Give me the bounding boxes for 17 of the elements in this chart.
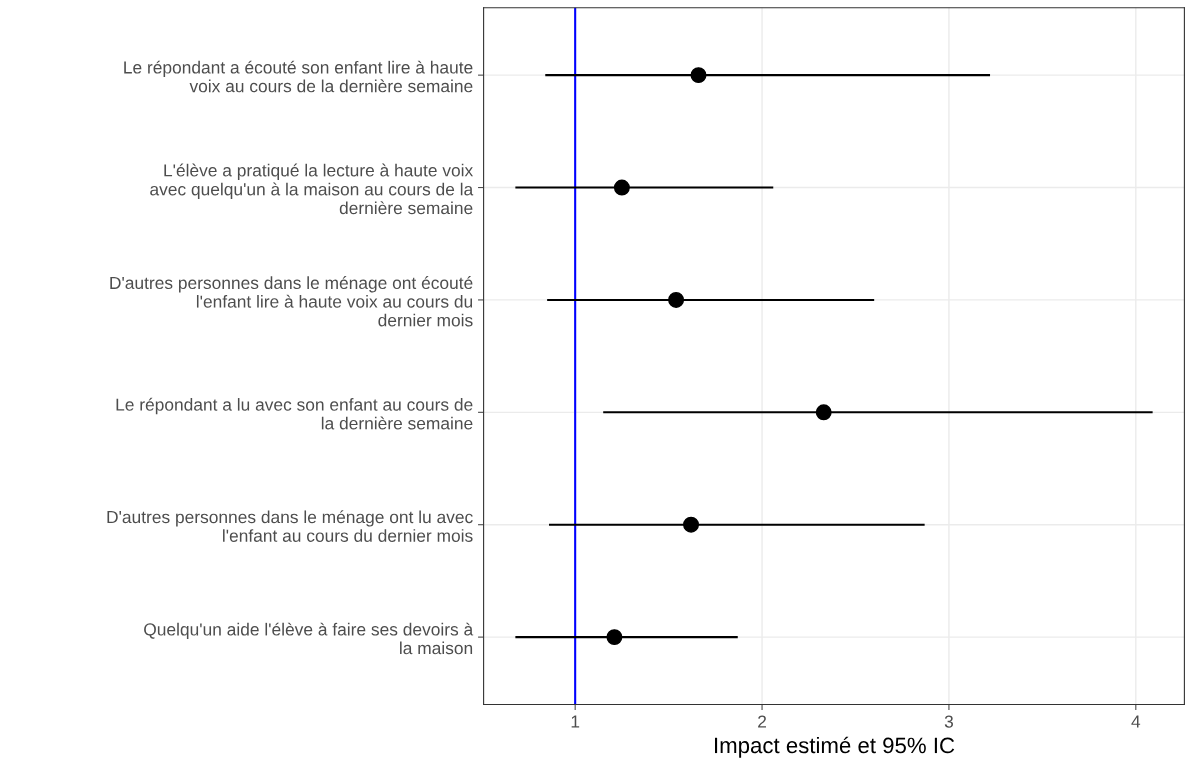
point bbox=[815, 404, 832, 421]
y-tick-label: D'autres personnes dans le ménage ont lu avec l'enfant au cours du dernier mois bbox=[107, 510, 473, 542]
point bbox=[613, 179, 630, 196]
x-tick-label: 3 bbox=[944, 715, 953, 728]
y-tick-label: Quelqu'un aide l'élève à faire ses devoirs à la maison bbox=[144, 622, 474, 655]
point bbox=[683, 516, 700, 533]
y-tick-label: Le répondant a écouté son enfant lire à haute voix au cours de la dernière semaine bbox=[124, 60, 473, 93]
x-tick-label: 4 bbox=[1131, 715, 1141, 728]
y-tick-label: Le répondant a lu avec son enfant au cours de la dernière semaine bbox=[116, 397, 473, 430]
x-axis-title: Impact estimé et 95% IC bbox=[715, 736, 955, 758]
point bbox=[668, 291, 685, 308]
point bbox=[606, 629, 623, 646]
x-tick-label: 1 bbox=[571, 715, 580, 728]
point bbox=[690, 67, 707, 84]
y-tick-label: L'élève a pratiqué la lecture à haute voix avec quelqu'un à la maison au cours de la dernière semaine bbox=[150, 163, 474, 215]
y-tick-label: D'autres personnes dans le ménage ont écouté l'enfant lire à haute voix au cours du dernier mois bbox=[110, 276, 473, 327]
x-tick-label: 2 bbox=[758, 715, 767, 728]
